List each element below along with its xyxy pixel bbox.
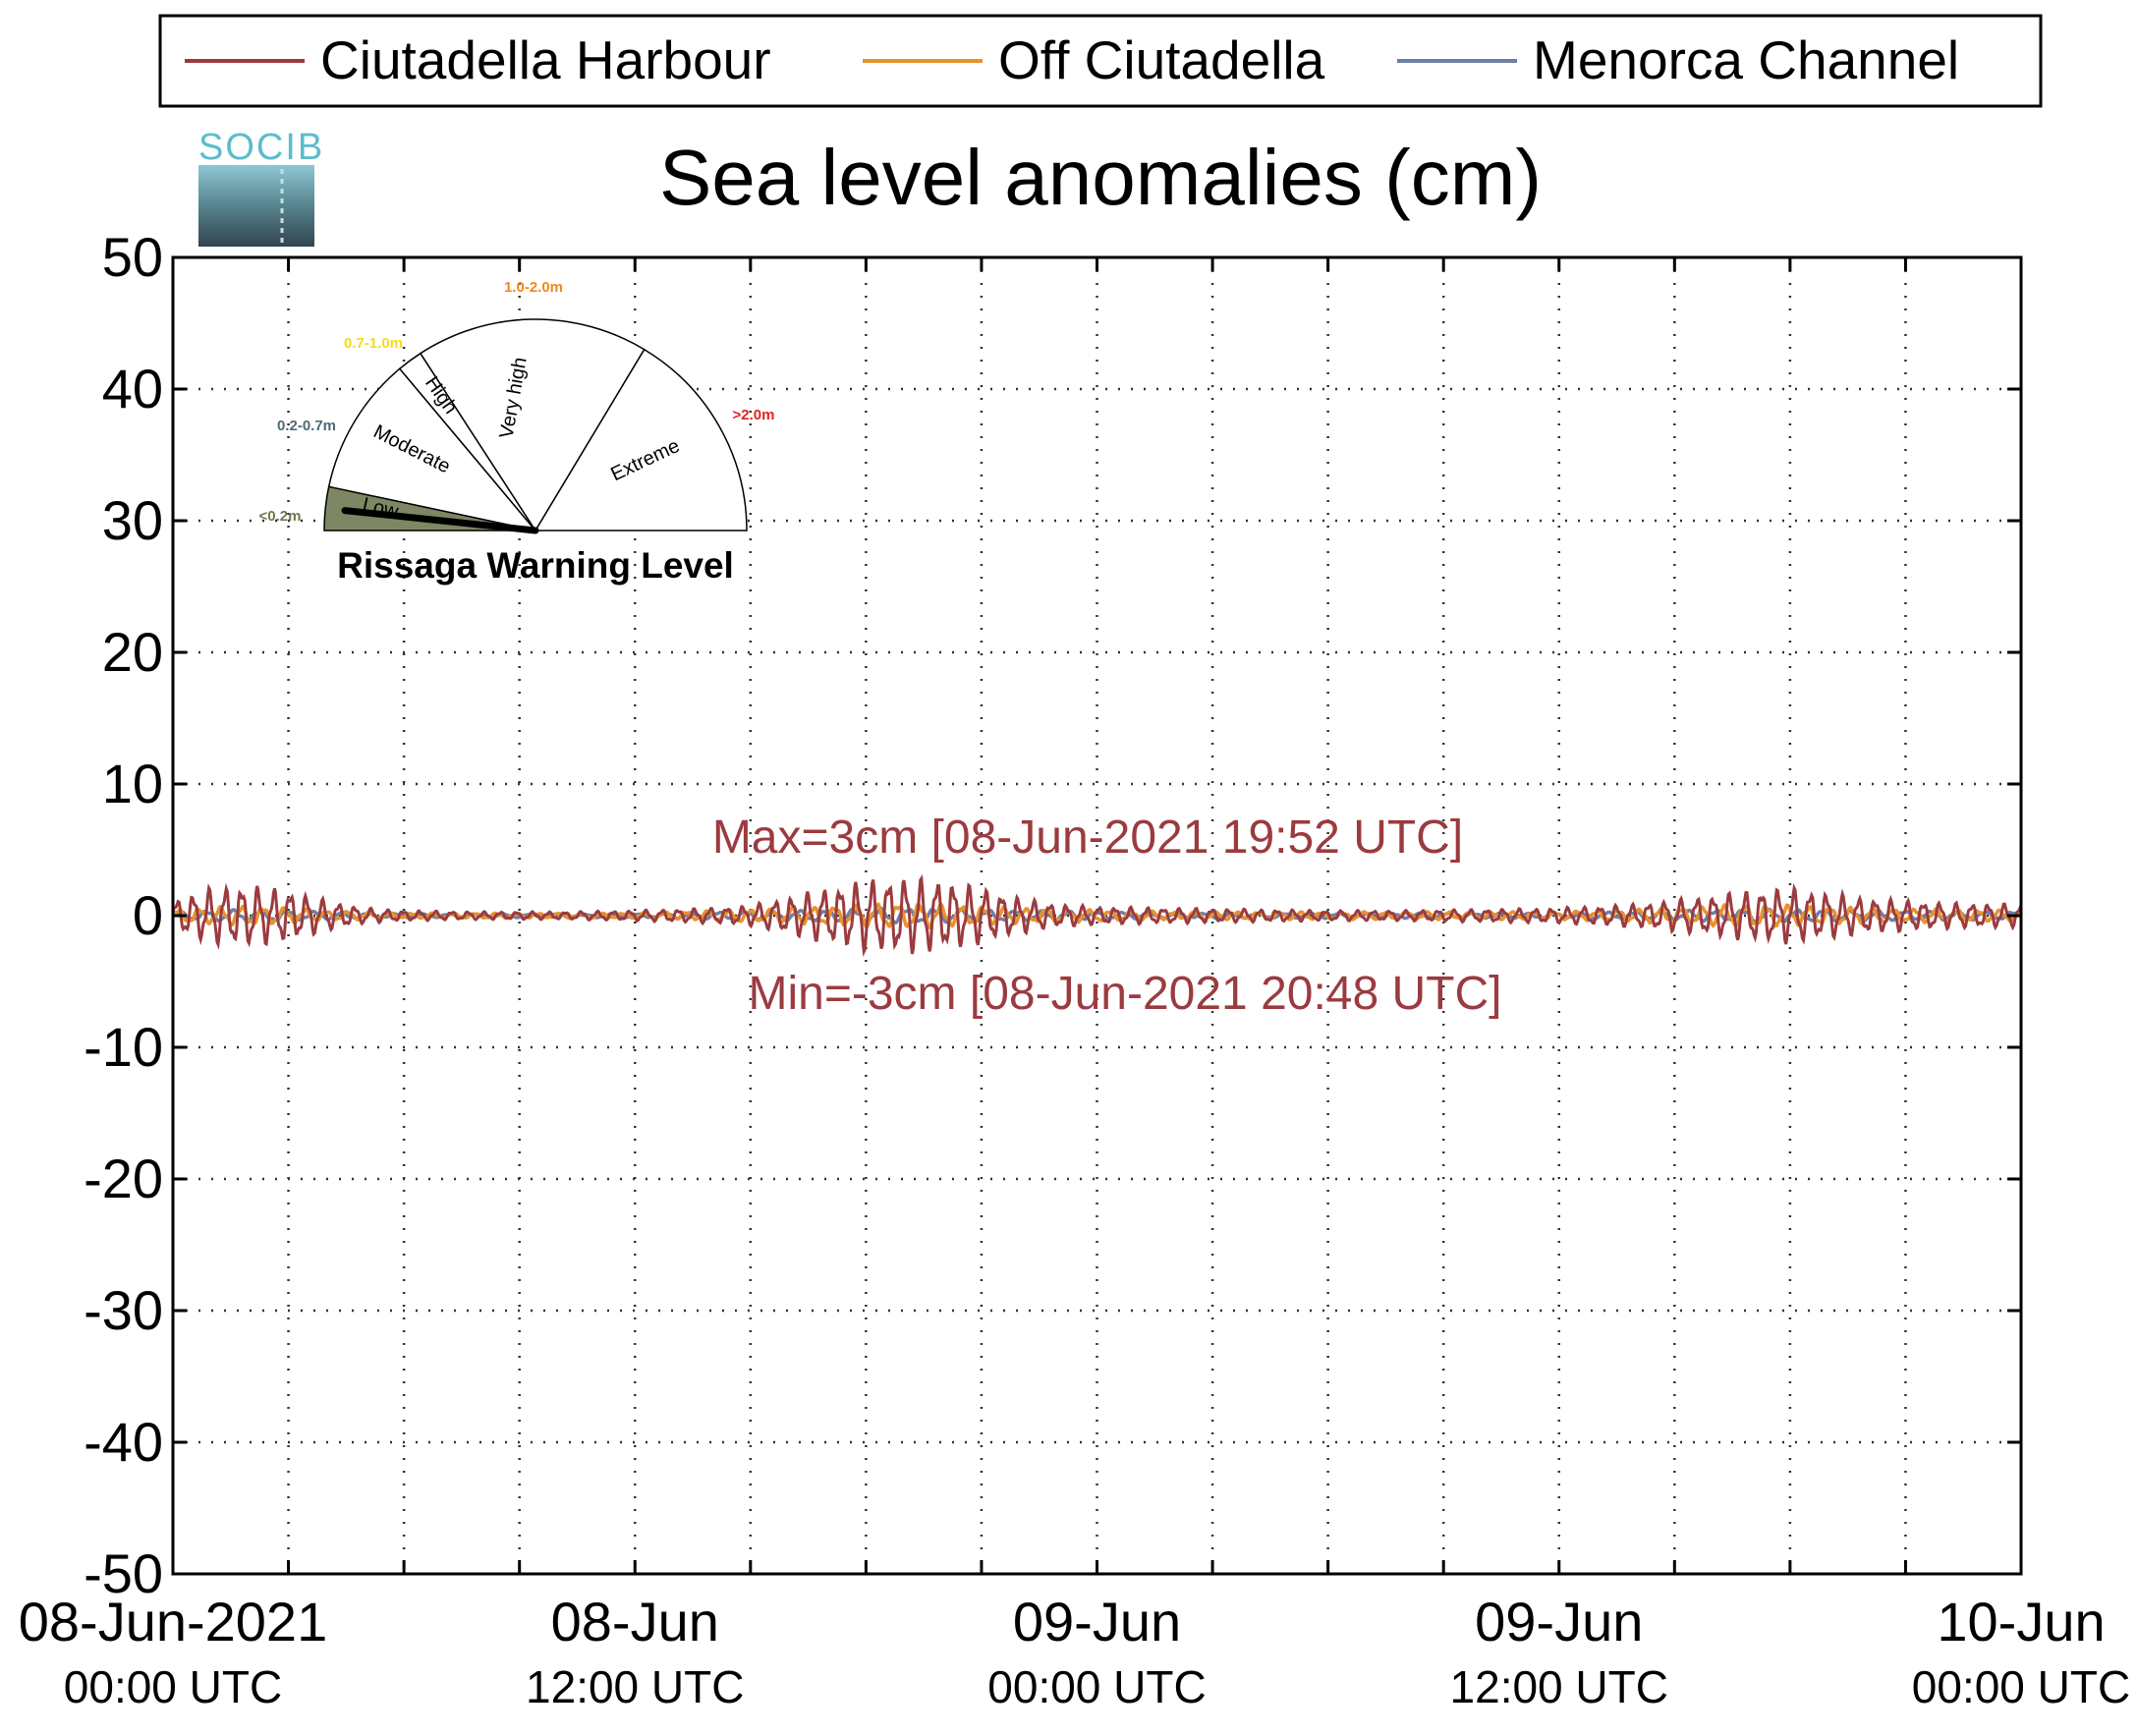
gauge-title: Rissaga Warning Level <box>337 545 734 586</box>
series-layer <box>171 874 2023 958</box>
socib-logo: SOCIB <box>198 127 324 247</box>
y-tick-label: 50 <box>102 226 163 288</box>
legend-label-off-ciutadella: Off Ciutadella <box>998 29 1325 90</box>
gauge-range-very-high: 1.0-2.0m <box>504 279 563 296</box>
series-line-ciutadella-harbour <box>171 874 2023 958</box>
x-tick-label-date: 09-Jun <box>1475 1591 1643 1652</box>
x-tick-label-date: 08-Jun-2021 <box>19 1591 327 1652</box>
chart-title: Sea level anomalies (cm) <box>659 134 1542 221</box>
min-annotation: Min=-3cm [08-Jun-2021 20:48 UTC] <box>748 968 1501 1020</box>
gauge-range-low: <0.2m <box>259 508 302 525</box>
socib-logo-text: SOCIB <box>198 127 324 168</box>
legend-label-menorca-channel: Menorca Channel <box>1533 29 1959 90</box>
y-tick-label: 20 <box>102 621 163 683</box>
x-tick-label-time: 00:00 UTC <box>1912 1661 2130 1712</box>
legend-box <box>158 14 2043 108</box>
x-tick-label-date: 08-Jun <box>551 1591 719 1652</box>
x-tick-label-time: 00:00 UTC <box>987 1661 1206 1712</box>
max-annotation: Max=3cm [08-Jun-2021 19:52 UTC] <box>712 812 1463 864</box>
y-tick-label: 10 <box>102 753 163 814</box>
socib-logo-block <box>198 165 314 247</box>
legend: Ciutadella Harbour Off Ciutadella Menorc… <box>158 14 2043 108</box>
y-tick-label: -40 <box>84 1411 163 1473</box>
gauge-sector-extreme <box>534 348 748 532</box>
x-tick-label-date: 10-Jun <box>1937 1591 2105 1652</box>
gauge-range-high: 0.7-1.0m <box>344 335 403 352</box>
y-tick-label: -30 <box>84 1279 163 1341</box>
x-tick-label-date: 09-Jun <box>1013 1591 1181 1652</box>
y-tick-label: -50 <box>84 1542 163 1604</box>
y-tick-label: 30 <box>102 489 163 551</box>
y-tick-label: -10 <box>84 1016 163 1078</box>
x-tick-label-time: 00:00 UTC <box>64 1661 282 1712</box>
gauge-sector-moderate <box>327 367 537 532</box>
gauge-sector-very-high <box>419 318 646 532</box>
y-tick-label: 40 <box>102 358 163 420</box>
x-axis: 08-Jun-2021 00:00 UTC 08-Jun 12:00 UTC 09-Ju… <box>19 257 2130 1712</box>
gauge-range-moderate: 0.2-0.7m <box>277 418 336 434</box>
x-tick-label-time: 12:00 UTC <box>1450 1661 1668 1712</box>
y-tick-label: -20 <box>84 1148 163 1209</box>
gauge-range-extreme: >2.0m <box>733 407 775 423</box>
gauge-needle <box>341 507 539 534</box>
rissaga-gauge: Low<0.2mModerate0.2-0.7mHigh0.7-1.0mVery… <box>259 279 775 534</box>
y-tick-label: 0 <box>133 884 163 946</box>
legend-label-ciutadella-harbour: Ciutadella Harbour <box>320 29 771 90</box>
x-tick-label-time: 12:00 UTC <box>526 1661 744 1712</box>
y-axis: 50 40 30 20 10 0 -10 -20 -30 -40 -50 <box>84 226 2021 1604</box>
